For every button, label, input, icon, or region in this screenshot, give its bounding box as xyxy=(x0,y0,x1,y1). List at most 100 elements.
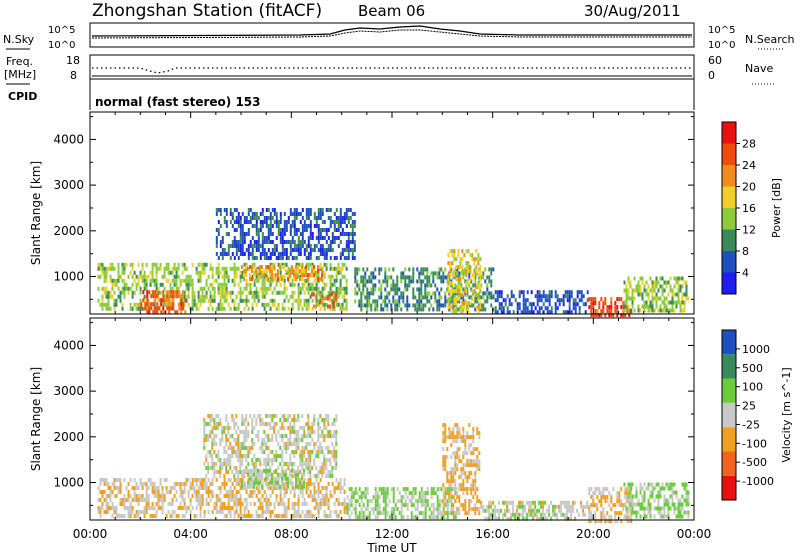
power-data-cell xyxy=(412,275,415,280)
power-data-cell xyxy=(343,274,346,279)
velocity-data-cell xyxy=(643,498,646,503)
power-data-cell xyxy=(233,266,236,271)
power-data-cell xyxy=(317,298,320,303)
velocity-data-cell xyxy=(628,515,631,520)
power-data-cell xyxy=(335,228,338,232)
velocity-data-cell xyxy=(255,434,258,438)
velocity-data-cell xyxy=(315,498,318,502)
velocity-data-cell xyxy=(109,498,112,502)
power-data-cell xyxy=(301,262,304,267)
velocity-data-cell xyxy=(245,506,248,510)
velocity-data-cell xyxy=(269,502,272,506)
velocity-data-cell xyxy=(211,430,214,434)
velocity-data-cell xyxy=(271,472,273,477)
velocity-data-cell xyxy=(201,482,204,486)
velocity-data-cell xyxy=(261,472,263,477)
power-data-cell xyxy=(444,275,447,280)
power-data-cell xyxy=(345,248,348,252)
velocity-data-cell xyxy=(315,474,318,478)
power-data-cell xyxy=(255,278,258,283)
velocity-data-cell xyxy=(472,435,475,440)
power-data-cell xyxy=(449,281,452,286)
velocity-data-cell xyxy=(113,486,116,490)
power-data-cell xyxy=(277,269,279,274)
velocity-data-cell xyxy=(235,422,238,426)
power-data-cell xyxy=(313,278,316,283)
power-data-cell xyxy=(127,274,130,279)
power-data-cell xyxy=(307,224,310,228)
power-colorbar-title: Power [dB] xyxy=(770,178,783,238)
velocity-data-cell xyxy=(572,508,575,513)
power-data-cell xyxy=(657,296,660,301)
power-data-cell xyxy=(647,284,650,289)
power-data-cell xyxy=(594,313,597,318)
velocity-data-cell xyxy=(231,482,234,486)
velocity-data-cell xyxy=(307,482,310,486)
power-data-cell xyxy=(305,269,307,274)
velocity-data-cell xyxy=(436,499,439,504)
velocity-data-cell xyxy=(333,430,336,434)
power-data-cell xyxy=(661,300,664,305)
power-data-cell xyxy=(157,286,160,291)
power-data-cell xyxy=(477,257,480,262)
velocity-data-cell xyxy=(659,494,662,499)
power-data-cell xyxy=(309,294,312,299)
velocity-data-cell xyxy=(199,514,202,518)
velocity-data-cell xyxy=(299,470,302,474)
velocity-data-cell xyxy=(281,486,284,490)
velocity-data-cell xyxy=(287,426,290,430)
velocity-data-cell xyxy=(293,454,296,458)
velocity-data-cell xyxy=(265,434,268,438)
power-data-cell xyxy=(247,266,250,271)
velocity-data-cell xyxy=(522,500,525,505)
power-data-cell xyxy=(99,262,102,267)
time-tick-label: 00:00 xyxy=(73,527,108,541)
velocity-data-cell xyxy=(331,450,334,454)
velocity-data-cell xyxy=(171,514,174,518)
power-data-cell xyxy=(209,298,212,303)
velocity-data-cell xyxy=(422,503,425,508)
power-data-cell xyxy=(598,313,601,318)
power-data-cell xyxy=(454,275,457,280)
power-data-cell xyxy=(671,308,674,313)
velocity-data-cell xyxy=(600,511,603,516)
power-data-cell xyxy=(685,280,688,285)
velocity-data-cell xyxy=(464,507,467,512)
power-data-cell xyxy=(366,307,369,312)
power-data-cell xyxy=(457,277,460,282)
power-data-cell xyxy=(528,310,531,315)
power-data-cell xyxy=(578,290,581,295)
power-data-cell xyxy=(337,220,340,224)
velocity-ytick-label: 2000 xyxy=(53,430,84,444)
power-data-cell xyxy=(544,298,547,303)
velocity-data-cell xyxy=(450,467,453,472)
velocity-data-cell xyxy=(494,512,497,517)
power-data-cell xyxy=(187,294,190,299)
velocity-data-cell xyxy=(213,502,216,506)
power-data-cell xyxy=(166,294,169,299)
velocity-data-cell xyxy=(301,494,304,498)
power-data-cell xyxy=(297,282,300,287)
velocity-data-cell xyxy=(237,458,240,462)
power-data-cell xyxy=(223,208,226,212)
power-data-cell xyxy=(156,302,159,307)
velocity-data-cell xyxy=(201,486,204,490)
power-data-cell xyxy=(651,304,654,309)
power-data-cell xyxy=(295,228,298,232)
power-data-cell xyxy=(522,290,525,295)
velocity-data-cell xyxy=(265,506,268,510)
power-data-cell xyxy=(223,298,226,303)
velocity-data-cell xyxy=(225,506,228,510)
velocity-data-cell xyxy=(454,463,457,468)
velocity-data-cell xyxy=(249,446,252,450)
power-data-cell xyxy=(251,256,254,260)
power-colorbar-segment xyxy=(722,122,736,144)
velocity-data-cell xyxy=(105,510,108,514)
velocity-data-cell xyxy=(183,490,186,494)
power-data-cell xyxy=(121,286,124,291)
power-data-cell xyxy=(477,261,480,266)
power-data-cell xyxy=(329,220,332,224)
power-data-cell xyxy=(479,301,482,306)
velocity-data-cell xyxy=(649,494,652,499)
velocity-data-cell xyxy=(245,438,248,442)
